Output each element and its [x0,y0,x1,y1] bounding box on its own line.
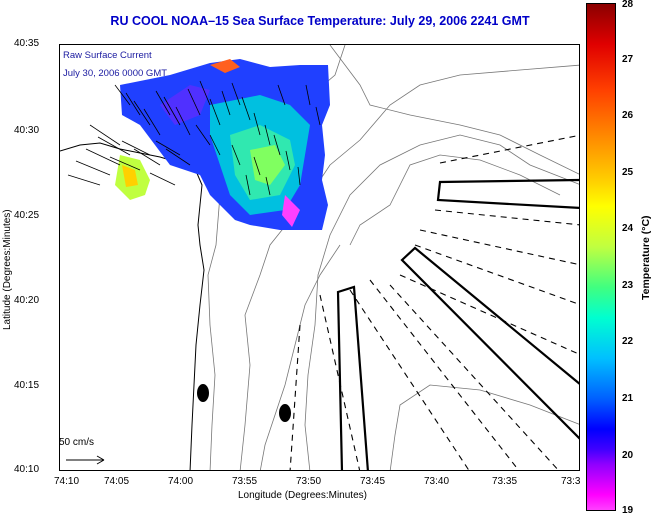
marker-ellipse-1 [197,384,209,402]
ytick-label: 40:10 [14,464,40,475]
annotation-current-date: July 30, 2006 0000 GMT [63,68,168,79]
figure-title: RU COOL NOAA–15 Sea Surface Temperature:… [110,14,530,28]
xtick-label: 74:10 [54,476,80,487]
colorbar-tick: 23 [622,280,634,291]
colorbar-tick: 24 [622,223,634,234]
xtick-label: 74:05 [104,476,130,487]
ytick-label: 40:25 [14,210,40,221]
xtick-label: 73:55 [232,476,258,487]
current-vectors [67,80,321,196]
sst-patch [115,59,330,230]
ytick-label: 40:35 [14,38,40,49]
radar-beams [289,134,579,470]
xtick-label: 73:40 [424,476,450,487]
y-axis-label: Latitude (Degrees:Minutes) [2,209,13,330]
map-plot-area [59,44,580,471]
colorbar-tick: 22 [622,336,634,347]
xtick-label: 73:3 [561,476,581,487]
xtick-label: 73:50 [296,476,322,487]
annotation-current-label: Raw Surface Current [63,50,152,61]
colorbar-tick: 25 [622,167,634,178]
colorbar-tick: 21 [622,393,634,404]
xtick-label: 74:00 [168,476,194,487]
colorbar-label: Temperature (°C) [640,215,651,300]
coastline [60,142,205,470]
scale-label: 50 cm/s [59,437,95,448]
study-polygons [336,178,579,470]
colorbar-tick: 27 [622,54,634,65]
xtick-label: 73:35 [492,476,518,487]
x-axis-label: Longitude (Degrees:Minutes) [238,490,367,501]
colorbar-tick: 20 [622,450,634,461]
colorbar [586,3,616,511]
ytick-label: 40:20 [14,295,40,306]
colorbar-tick: 26 [622,110,634,121]
marker-ellipse-2 [279,404,291,422]
ytick-label: 40:15 [14,380,40,391]
ytick-label: 40:30 [14,125,40,136]
colorbar-tick: 28 [622,0,634,10]
xtick-label: 73:45 [360,476,386,487]
colorbar-tick: 19 [622,505,634,516]
map-svg [60,45,579,470]
scale-arrow [66,455,105,465]
